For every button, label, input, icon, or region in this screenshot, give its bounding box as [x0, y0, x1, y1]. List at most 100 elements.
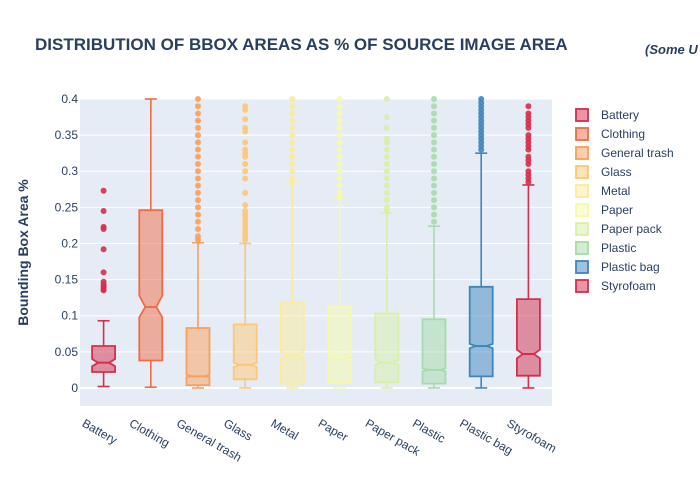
- outlier-point: [431, 189, 437, 196]
- outlier-point: [195, 218, 201, 225]
- outlier-point: [289, 175, 296, 182]
- box-body: [468, 285, 494, 378]
- y-tick-label: 0.05: [55, 345, 79, 359]
- outlier-point: [336, 182, 343, 189]
- box-battery: [91, 187, 116, 388]
- outlier-point: [525, 153, 532, 160]
- outlier-point: [195, 204, 201, 211]
- legend-item-battery: Battery: [575, 108, 639, 122]
- outlier-point: [289, 153, 296, 160]
- outlier-point: [242, 103, 249, 110]
- legend-item-general-trash: General trash: [575, 146, 674, 160]
- outlier-point: [195, 132, 201, 139]
- outlier-point: [431, 146, 437, 153]
- outlier-point: [383, 168, 390, 175]
- outlier-point: [100, 207, 107, 214]
- box-body: [232, 323, 258, 381]
- legend-item-styrofoam: Styrofoam: [575, 279, 656, 293]
- legend-swatch: [575, 222, 589, 236]
- legend-label: Metal: [601, 184, 630, 198]
- x-tick-label: Battery: [80, 416, 120, 447]
- legend-label: Glass: [601, 165, 632, 179]
- box-plastic-bag: [468, 96, 494, 389]
- box-body: [138, 209, 164, 362]
- outlier-point: [195, 161, 201, 168]
- legend-item-plastic: Plastic: [575, 241, 636, 255]
- outlier-point: [195, 233, 201, 240]
- outlier-point: [195, 146, 201, 153]
- outlier-point: [289, 168, 296, 175]
- outlier-point: [336, 153, 343, 160]
- outlier-point: [431, 218, 437, 225]
- box-body: [279, 301, 305, 385]
- legend-label: Plastic: [601, 241, 636, 255]
- legend-swatch: [575, 184, 589, 198]
- legend-item-metal: Metal: [575, 184, 630, 198]
- outlier-point: [195, 189, 201, 196]
- outlier-point: [383, 204, 390, 211]
- legend: Battery Clothing General trash Glass Metal Pa…: [575, 108, 674, 293]
- x-tick-label: Clothing: [127, 416, 172, 450]
- outlier-point: [478, 96, 485, 102]
- outlier-point: [431, 103, 437, 110]
- outlier-point: [336, 189, 343, 196]
- outlier-point: [431, 132, 437, 139]
- y-axis-title: Bounding Box Area %: [15, 179, 31, 326]
- y-tick-label: 0.2: [61, 236, 78, 250]
- outlier-point: [289, 161, 296, 168]
- outlier-point: [242, 124, 249, 131]
- outlier-point: [195, 139, 201, 146]
- outlier-point: [383, 175, 390, 182]
- outlier-point: [289, 146, 296, 153]
- outlier-point: [195, 103, 201, 110]
- outlier-point: [195, 226, 201, 233]
- outlier-point: [242, 207, 249, 214]
- legend-label: Battery: [601, 108, 639, 122]
- outlier-point: [195, 211, 201, 218]
- outlier-point: [336, 124, 343, 131]
- box-clothing: [138, 98, 164, 389]
- x-tick-label: Plastic: [410, 416, 448, 446]
- outlier-point: [100, 226, 107, 233]
- box-plastic: [421, 96, 447, 389]
- outlier-point: [336, 117, 343, 124]
- chart-subtitle: (Some U: [645, 42, 698, 57]
- outlier-point: [195, 124, 201, 131]
- outlier-point: [195, 110, 201, 117]
- y-tick-label: 0.25: [55, 200, 79, 214]
- legend-item-paper-pack: Paper pack: [575, 222, 663, 236]
- outlier-point: [195, 96, 201, 102]
- outlier-point: [100, 246, 107, 253]
- legend-swatch: [575, 108, 589, 122]
- outlier-point: [383, 182, 390, 189]
- outlier-point: [336, 132, 343, 139]
- outlier-point: [195, 197, 201, 204]
- legend-label: Styrofoam: [601, 279, 656, 293]
- x-tick-label: Glass: [221, 416, 255, 443]
- y-tick-label: 0: [71, 381, 78, 395]
- outlier-point: [195, 168, 201, 175]
- outlier-point: [383, 153, 390, 160]
- outlier-point: [383, 124, 390, 131]
- outlier-point: [195, 117, 201, 124]
- box-general-trash: [185, 96, 211, 389]
- outlier-point: [100, 269, 107, 276]
- box-body: [185, 327, 211, 387]
- outlier-point: [431, 182, 437, 189]
- box-metal: [279, 96, 305, 389]
- outlier-point: [525, 168, 532, 175]
- outlier-point: [383, 96, 390, 102]
- outlier-point: [289, 117, 296, 124]
- outlier-point: [431, 168, 437, 175]
- y-tick-label: 0.35: [55, 128, 79, 142]
- y-tick-label: 0.1: [61, 309, 78, 323]
- x-tick-label: Paper: [316, 416, 351, 444]
- box-body: [374, 312, 400, 384]
- legend-swatch: [575, 165, 589, 179]
- outlier-point: [525, 103, 532, 110]
- outlier-point: [242, 139, 249, 146]
- outlier-point: [289, 96, 296, 102]
- outlier-point: [336, 139, 343, 146]
- outlier-point: [100, 287, 107, 294]
- outlier-point: [383, 189, 390, 196]
